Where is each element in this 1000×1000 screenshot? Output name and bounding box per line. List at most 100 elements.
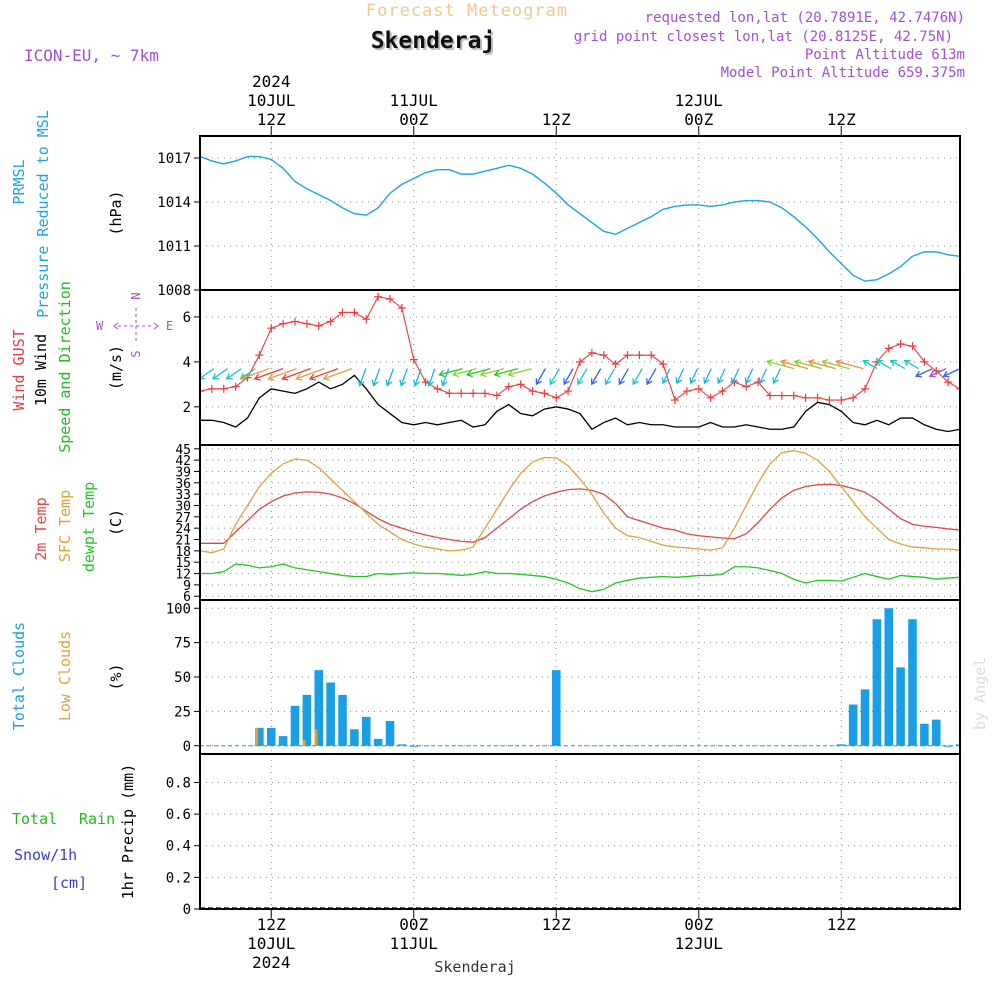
wind-direction-arrow (438, 367, 463, 378)
gust-point (789, 391, 798, 400)
gust-point (944, 378, 953, 387)
header: Forecast Meteogram Skenderaj Skenderaj I… (24, 1, 965, 81)
y-tick-label: 39 (175, 465, 191, 480)
wind-direction-arrow (535, 368, 547, 386)
gust-point (611, 360, 620, 369)
wind-direction-arrow (758, 368, 768, 385)
unit-label: (%) (107, 663, 125, 690)
top-tick-label: 2024 (252, 72, 291, 91)
gust-point (825, 396, 834, 405)
gust-point (956, 384, 960, 393)
wind-direction-arrow (903, 359, 919, 370)
gust-point (200, 387, 204, 396)
wind-direction-arrow (451, 367, 477, 378)
label-total-clouds: Total Clouds (10, 622, 28, 730)
label-2m-temp: 2m Temp (32, 497, 50, 560)
wind-direction-arrow (862, 359, 878, 370)
top-tick-label: 12JUL (675, 91, 723, 110)
y-tick-label: 9 (183, 579, 191, 594)
bottom-tick-label: 10JUL (247, 934, 295, 953)
y-tick-label: 30 (175, 499, 191, 514)
bottom-tick-label: 12Z (827, 915, 856, 934)
y-tick-label: 42 (175, 454, 191, 469)
gust-point (777, 391, 786, 400)
total-cloud-bar (848, 704, 858, 746)
total-cloud-bar (991, 746, 1000, 747)
wind-direction-arrow (604, 368, 616, 386)
gust-point (231, 382, 240, 391)
label-total: Total (12, 810, 57, 828)
wind-direction-arrow (744, 368, 754, 385)
wind-direction-arrow (942, 368, 960, 378)
wind-direction-arrow (928, 368, 947, 378)
y-tick-label: 12 (175, 568, 191, 583)
label-sfc-temp: SFC Temp (56, 490, 74, 562)
wind-direction-arrow (675, 368, 685, 385)
gust-point (469, 389, 478, 398)
grid-wind (200, 290, 960, 445)
total-cloud-bar (302, 694, 312, 746)
wind-direction-arrow (465, 367, 491, 378)
requested-coords: requested lon,lat (20.7891E, 42.7476N) (645, 10, 965, 26)
wind-direction-arrow (211, 368, 229, 380)
grid-precip (200, 754, 960, 910)
gust-point (350, 308, 359, 317)
panel-clouds: 0 25 50 75 100 (%) Total Clouds Low Clouds (10, 599, 1000, 755)
top-tick-label: 11JUL (390, 91, 438, 110)
y-axis-wind: 2 4 6 (183, 310, 200, 416)
plot-wind (200, 292, 960, 433)
gust-point (291, 317, 299, 326)
compass-north: N (129, 292, 143, 299)
total-cloud-bar (931, 719, 941, 746)
wind-direction-arrow (661, 368, 671, 385)
gust-point (706, 393, 715, 402)
y-axis-pressure: 1008 1011 1014 1017 (157, 151, 200, 299)
y-tick-label: 18 (175, 545, 191, 560)
model-altitude: Model Point Altitude 659.375m (721, 65, 965, 81)
gust-point (742, 382, 751, 391)
plot-pressure (200, 155, 960, 282)
y-tick-label: 0.8 (166, 775, 191, 791)
unit-label: (hPa) (107, 190, 125, 235)
total-cloud-bar (979, 746, 988, 747)
wind-direction-arrow (493, 367, 518, 378)
gust-point (837, 396, 846, 405)
wind-direction-arrow (399, 368, 408, 387)
panel-pressure: 1008 1011 1014 1017 (hPa) PRMSL Pressure Reduc… (10, 110, 961, 318)
total-cloud-bar (896, 667, 905, 746)
y-tick-label: 27 (175, 511, 191, 526)
gust-point (599, 351, 608, 360)
total-cloud-bar (860, 689, 870, 746)
bottom-tick-label: 12Z (542, 915, 571, 934)
compass-east: E (166, 319, 173, 333)
top-tick-label: 12Z (257, 110, 286, 129)
y-tick-label: 45 (175, 443, 191, 458)
total-cloud-bar (968, 738, 977, 746)
top-tick-label: 12Z (827, 110, 856, 129)
product-title: Forecast Meteogram (366, 1, 568, 21)
gust-point (587, 348, 596, 357)
panel-precip: 0 0.2 0.4 0.6 0.8 1hr Precip (mm) Total RainSno… (12, 753, 961, 918)
wind-direction-arrow (225, 368, 242, 380)
gust-point (302, 319, 311, 328)
bottom-tick-label: 00Z (684, 915, 713, 934)
y-tick-label: 2 (183, 400, 191, 416)
gust-point (314, 321, 323, 330)
gust-point (397, 303, 406, 312)
compass-heads (113, 322, 159, 330)
wind-direction-arrow (632, 368, 643, 386)
gust-point (766, 391, 774, 400)
gust-point (813, 393, 822, 402)
gust-point (552, 393, 561, 402)
gust-point (623, 351, 632, 360)
wind-direction-arrow (914, 368, 933, 378)
label-rain: Rain (79, 810, 115, 828)
compass-west: W (96, 319, 104, 333)
total-cloud-bar (943, 745, 953, 747)
gust-point (386, 294, 394, 303)
wind-direction-arrow (590, 368, 602, 386)
y-tick-label: 15 (175, 556, 191, 571)
